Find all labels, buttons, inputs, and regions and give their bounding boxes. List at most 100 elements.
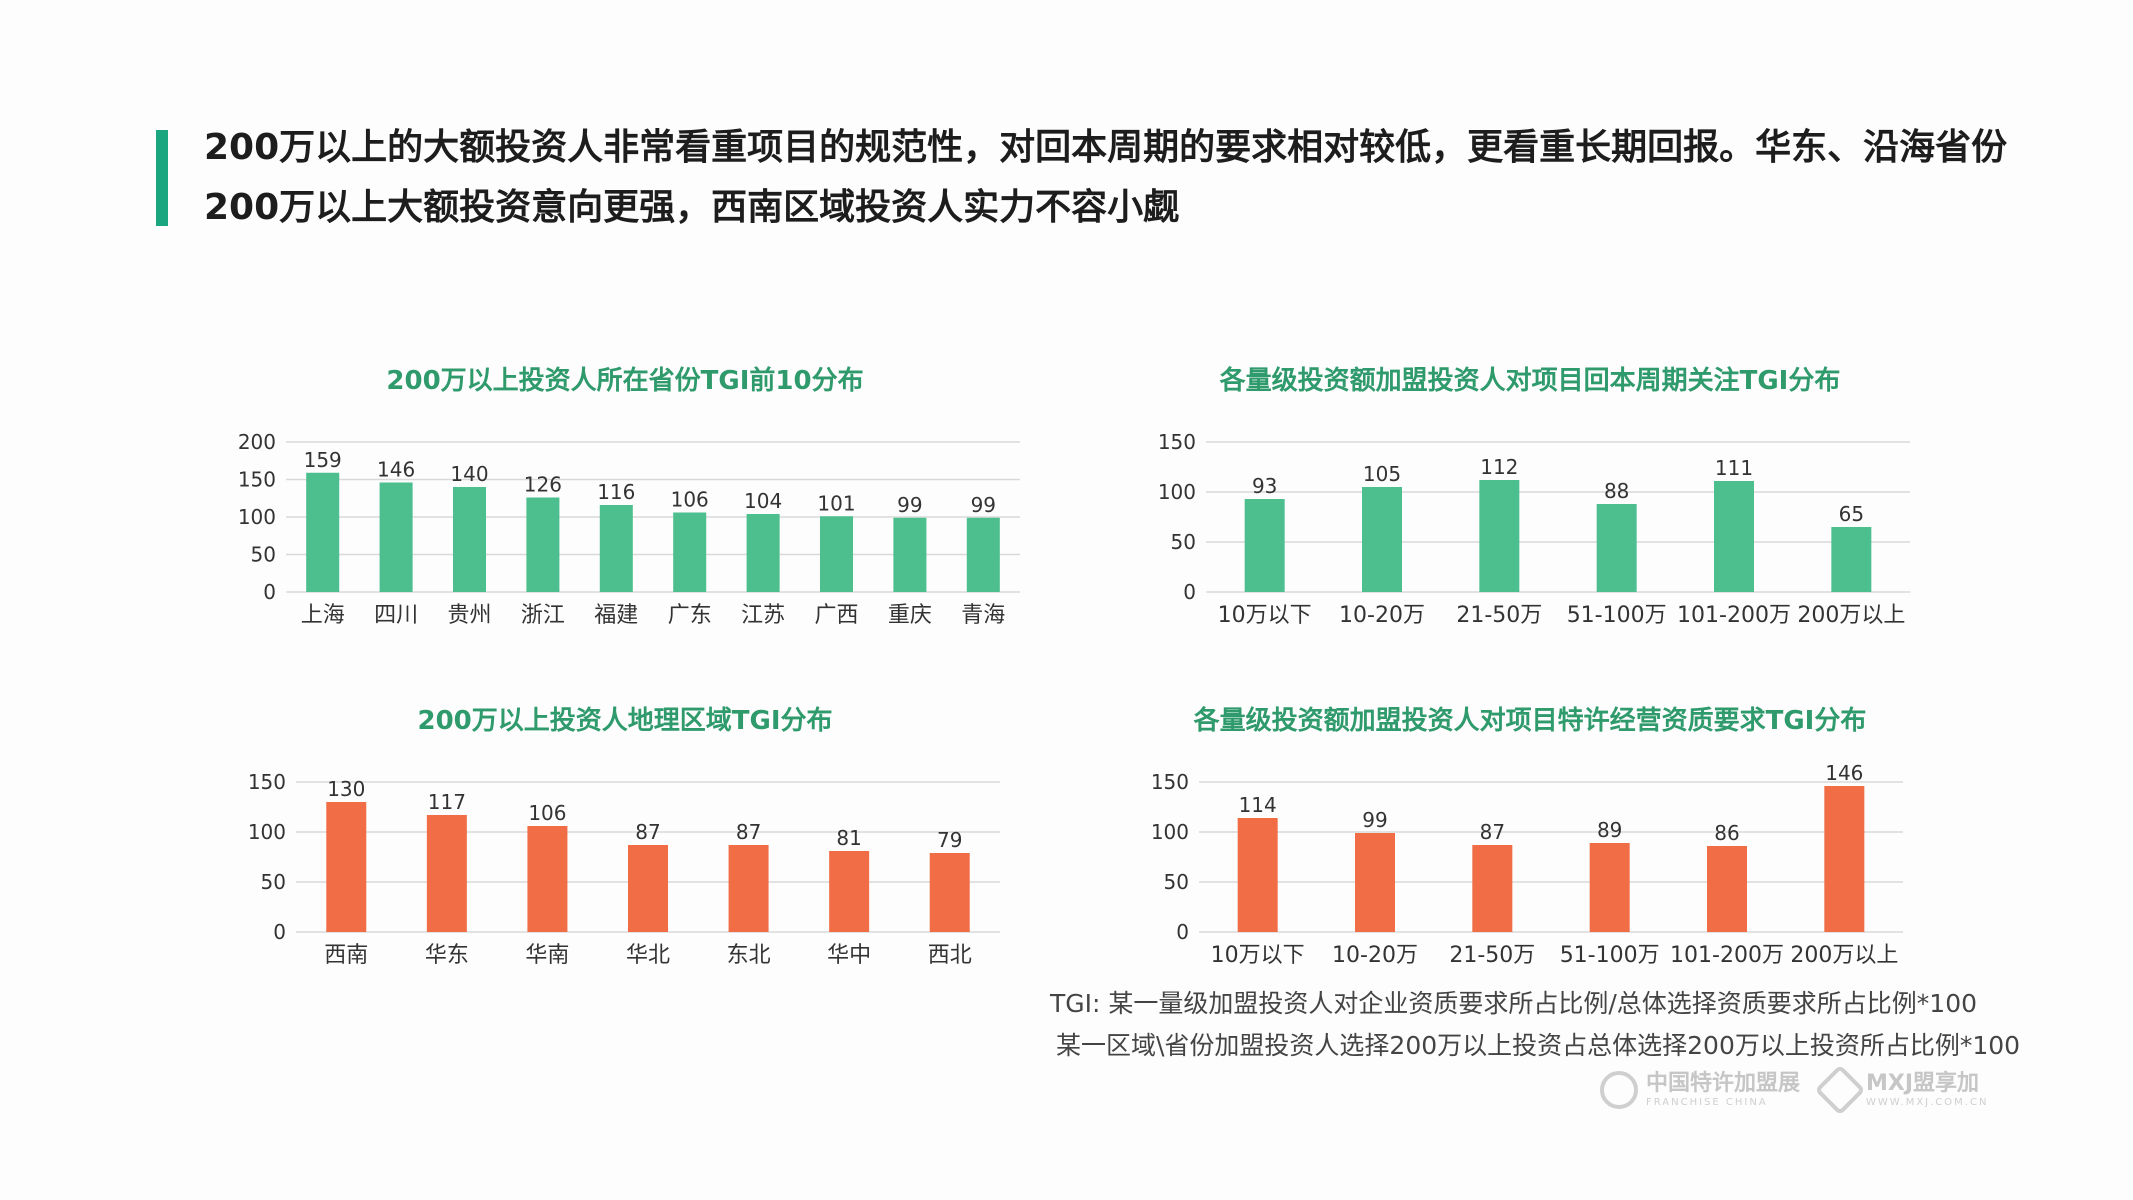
tgi-note-2: 某一区域\省份加盟投资人选择200万以上投资占总体选择200万以上投资所占比例*… xyxy=(1056,1031,2021,1060)
y-tick-label: 100 xyxy=(1151,820,1189,844)
y-tick-label: 150 xyxy=(1158,430,1196,454)
chart-title-region: 200万以上投资人地理区域TGI分布 xyxy=(417,706,833,736)
chart-payback: 0 50 100 150 93 10万以下 105 10-20万 112 21-50万 88 51-1… xyxy=(1158,430,1910,628)
x-tick-label: 10-20万 xyxy=(1339,603,1425,628)
x-tick-label: 华东 xyxy=(425,943,469,968)
chart-title-province: 200万以上投资人所在省份TGI前10分布 xyxy=(386,366,864,396)
bar xyxy=(1362,487,1402,592)
bar xyxy=(1596,504,1637,592)
y-tick-label: 100 xyxy=(1158,480,1196,504)
bar xyxy=(326,802,367,932)
bar xyxy=(1707,846,1747,932)
y-tick-label: 50 xyxy=(1164,870,1189,894)
data-label: 116 xyxy=(597,480,635,504)
x-tick-label: 西北 xyxy=(928,943,972,968)
bar xyxy=(966,517,1000,592)
x-tick-label: 东北 xyxy=(727,943,771,968)
x-tick-label: 福建 xyxy=(594,603,638,628)
bar xyxy=(599,505,633,592)
data-label: 106 xyxy=(671,488,709,512)
franchise-logo-icon xyxy=(1600,1071,1638,1109)
bar xyxy=(1479,480,1520,592)
y-tick-label: 0 xyxy=(263,580,276,604)
franchise-brand: 中国特许加盟展 FRANCHISE CHINA xyxy=(1600,1068,1800,1112)
data-label: 140 xyxy=(450,462,488,486)
x-tick-label: 10万以下 xyxy=(1218,603,1312,628)
bar xyxy=(426,815,467,932)
data-label: 106 xyxy=(528,801,566,825)
x-tick-label: 101-200万 xyxy=(1677,603,1791,628)
bar xyxy=(746,514,780,592)
data-label: 81 xyxy=(836,826,861,850)
y-tick-label: 150 xyxy=(1151,770,1189,794)
data-label: 104 xyxy=(744,489,782,513)
chart-qualification: 0 50 100 150 114 10万以下 99 10-20万 87 21-50万 89 51-10… xyxy=(1151,761,1903,968)
data-label: 87 xyxy=(736,820,761,844)
y-tick-label: 50 xyxy=(1171,530,1196,554)
x-tick-label: 西南 xyxy=(324,943,368,968)
x-tick-label: 华南 xyxy=(525,943,569,968)
data-label: 99 xyxy=(971,493,996,517)
bar xyxy=(1244,499,1285,592)
data-label: 65 xyxy=(1839,502,1864,526)
bar xyxy=(829,851,870,932)
data-label: 126 xyxy=(524,473,562,497)
data-label: 93 xyxy=(1252,474,1277,498)
bar xyxy=(929,853,970,932)
data-label: 159 xyxy=(304,448,342,472)
x-tick-label: 上海 xyxy=(301,603,345,628)
x-tick-label: 21-50万 xyxy=(1456,603,1542,628)
data-label: 146 xyxy=(377,458,415,482)
bar xyxy=(452,487,487,592)
x-tick-label: 广东 xyxy=(668,603,712,628)
data-label: 146 xyxy=(1825,761,1863,785)
bar xyxy=(1589,843,1630,932)
bar xyxy=(1472,845,1513,932)
bar xyxy=(673,512,707,592)
x-tick-label: 101-200万 xyxy=(1670,943,1784,968)
chart-title-qualification: 各量级投资额加盟投资人对项目特许经营资质要求TGI分布 xyxy=(1193,706,1867,736)
chart-province: 0 50 100 150 200 159 上海 146 四川 140 贵州 126 浙江 116 福建 106… xyxy=(238,430,1020,628)
bar xyxy=(527,826,568,932)
y-tick-label: 50 xyxy=(251,543,276,567)
x-tick-label: 51-100万 xyxy=(1567,603,1667,628)
data-label: 111 xyxy=(1715,456,1753,480)
data-label: 86 xyxy=(1714,821,1739,845)
x-tick-label: 广西 xyxy=(814,603,858,628)
x-tick-label: 四川 xyxy=(374,603,418,628)
data-label: 99 xyxy=(897,493,922,517)
bar xyxy=(1824,786,1865,932)
headline-line-1: 200万以上的大额投资人非常看重项目的规范性，对回本周期的要求相对较低，更看重长… xyxy=(204,127,2008,168)
x-tick-label: 51-100万 xyxy=(1560,943,1660,968)
data-label: 130 xyxy=(327,777,365,801)
data-label: 117 xyxy=(428,790,466,814)
y-tick-label: 150 xyxy=(238,468,276,492)
x-tick-label: 青海 xyxy=(961,603,1005,628)
x-tick-label: 华中 xyxy=(827,943,871,968)
mxj-brand: MXJ盟享加 WWW.MXJ.COM.CN xyxy=(1814,1064,1989,1116)
bar xyxy=(306,472,340,592)
headline: 200万以上的大额投资人非常看重项目的规范性，对回本周期的要求相对较低，更看重长… xyxy=(204,118,2024,238)
franchise-brand-en: FRANCHISE CHINA xyxy=(1646,1096,1768,1108)
x-tick-label: 贵州 xyxy=(447,603,491,628)
bar xyxy=(526,497,560,592)
y-tick-label: 50 xyxy=(261,870,286,894)
mxj-logo-icon xyxy=(1814,1064,1866,1116)
x-tick-label: 重庆 xyxy=(888,603,932,628)
mxj-brand-name: MXJ盟享加 xyxy=(1866,1070,1980,1096)
headline-line-2: 200万以上大额投资意向更强，西南区域投资人实力不容小觑 xyxy=(204,187,1180,228)
bar xyxy=(628,845,668,932)
bar xyxy=(379,482,413,592)
y-tick-label: 100 xyxy=(248,820,286,844)
data-label: 114 xyxy=(1239,793,1277,817)
x-tick-label: 200万以上 xyxy=(1790,943,1898,968)
bar xyxy=(1355,833,1395,932)
y-tick-label: 0 xyxy=(1176,920,1189,944)
mxj-brand-en: WWW.MXJ.COM.CN xyxy=(1866,1096,1989,1108)
data-label: 99 xyxy=(1362,808,1387,832)
bar xyxy=(1714,481,1754,592)
data-label: 89 xyxy=(1597,818,1622,842)
bar xyxy=(728,845,769,932)
bar xyxy=(819,516,854,592)
data-label: 101 xyxy=(817,491,855,515)
